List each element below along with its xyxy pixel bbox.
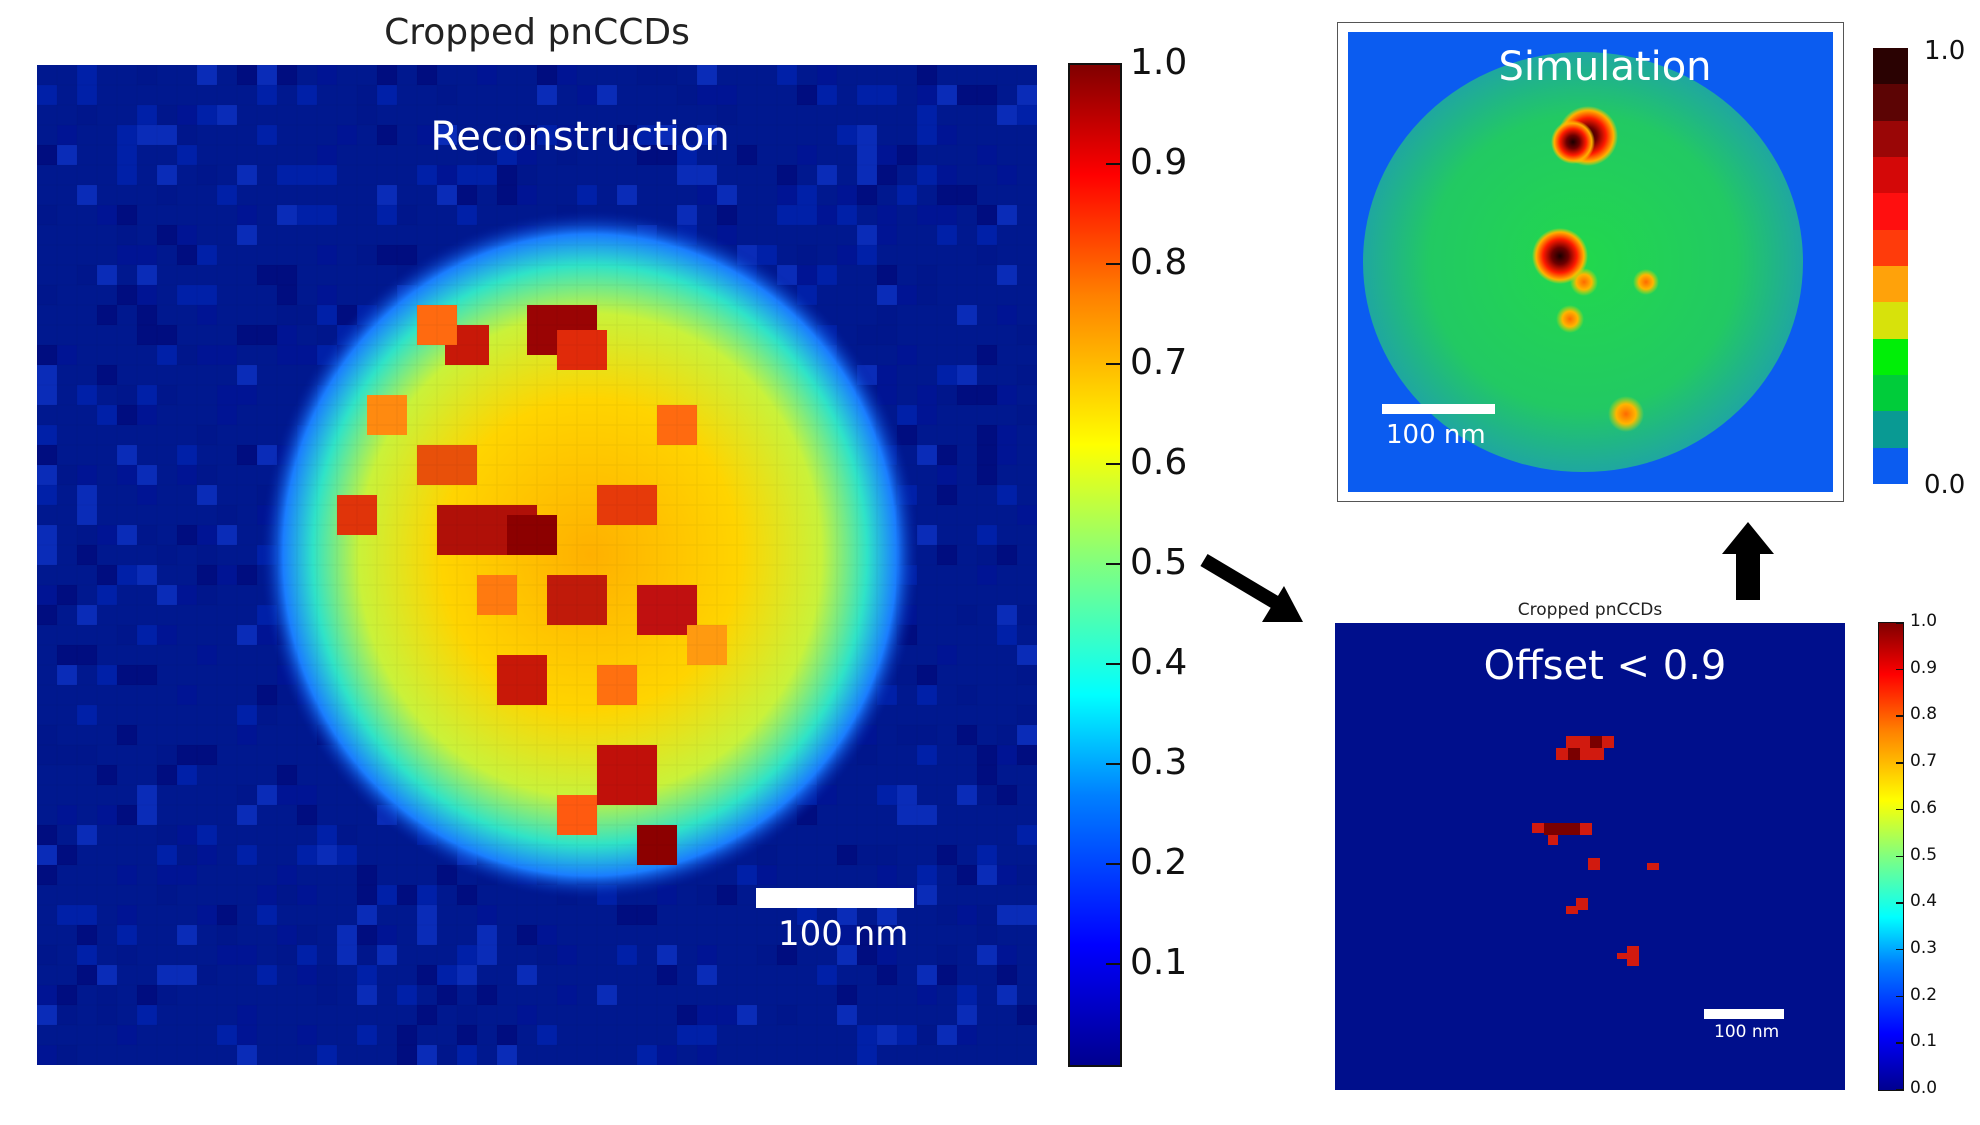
- offset-colorbar-tick-mark: [1896, 855, 1903, 857]
- left-scale-bar: [756, 888, 914, 908]
- left-colorbar-tick-mark: [1106, 263, 1120, 265]
- simulation-frame: [1337, 22, 1844, 502]
- left-colorbar-tick-label: 1.0: [1130, 42, 1188, 83]
- offset-colorbar-tick-mark: [1896, 715, 1903, 717]
- left-colorbar-tick-mark: [1106, 63, 1120, 65]
- offset-red-pixel: [1556, 748, 1568, 760]
- offset-red-pixel: [1592, 748, 1604, 760]
- left-panel-title: Cropped pnCCDs: [384, 12, 690, 53]
- offset-red-pixel: [1647, 863, 1659, 870]
- left-colorbar-tick-label: 0.1: [1130, 942, 1188, 983]
- offset-red-pixel: [1532, 823, 1544, 833]
- simulation-scale-label: 100 nm: [1386, 420, 1486, 450]
- left-colorbar-tick-mark: [1106, 763, 1120, 765]
- diagonal-arrow: [1200, 553, 1303, 622]
- offset-red-pixel: [1580, 748, 1592, 760]
- offset-red-pixel: [1556, 823, 1568, 835]
- offset-scale-label: 100 nm: [1714, 1022, 1780, 1042]
- offset-colorbar-tick-label: 0.3: [1910, 937, 1938, 958]
- left-colorbar-tick-mark: [1106, 663, 1120, 665]
- left-colorbar-tick-mark: [1106, 163, 1120, 165]
- left-colorbar-tick-label: 0.5: [1130, 542, 1188, 583]
- left-colorbar-tick-mark: [1106, 963, 1120, 965]
- offset-red-pixel: [1566, 906, 1578, 914]
- offset-red-pixel: [1617, 953, 1629, 959]
- left-colorbar: [1068, 63, 1122, 1067]
- simulation-colorbar-segment: [1873, 265, 1908, 303]
- offset-colorbar-tick-mark: [1896, 948, 1903, 951]
- offset-red-pixel: [1580, 823, 1592, 835]
- offset-colorbar-tick-mark: [1896, 1089, 1903, 1091]
- simulation-colorbar-segment: [1873, 374, 1908, 412]
- offset-panel-title: Cropped pnCCDs: [1517, 600, 1663, 620]
- offset-red-pixel: [1627, 956, 1639, 966]
- simulation-colorbar-segment: [1873, 84, 1908, 121]
- offset-colorbar-tick-mark: [1896, 622, 1903, 624]
- offset-colorbar-tick-label: 0.2: [1910, 984, 1938, 1005]
- offset-colorbar-tick-label: 0.0: [1910, 1078, 1938, 1098]
- offset-colorbar-tick-mark: [1896, 668, 1903, 671]
- left-scale-label: 100 nm: [778, 914, 909, 954]
- simulation-colorbar-segment: [1873, 411, 1908, 448]
- offset-scale-bar: [1704, 1009, 1784, 1019]
- simulation-colorbar: [1873, 48, 1908, 484]
- reconstruction-label: Reconstruction: [430, 114, 730, 160]
- left-colorbar-tick-label: 0.9: [1130, 142, 1188, 183]
- left-colorbar-tick-label: 0.2: [1130, 842, 1188, 883]
- offset-red-pixel: [1590, 736, 1602, 748]
- offset-red-pixel: [1578, 736, 1590, 748]
- simulation-colorbar-segment: [1873, 156, 1908, 194]
- offset-red-pixel: [1568, 748, 1580, 760]
- simulation-colorbar-segment: [1873, 302, 1908, 339]
- offset-red-pixel: [1544, 823, 1556, 835]
- simulation-label: Simulation: [1498, 44, 1712, 90]
- offset-colorbar-tick-label: 0.9: [1910, 657, 1938, 678]
- left-colorbar-tick-label: 0.6: [1130, 442, 1188, 483]
- left-colorbar-tick-mark: [1106, 363, 1120, 365]
- left-colorbar-tick-label: 0.7: [1130, 342, 1188, 383]
- offset-colorbar-tick-mark: [1896, 1042, 1903, 1044]
- offset-colorbar-tick-mark: [1896, 762, 1903, 764]
- offset-colorbar-tick-label: 0.4: [1910, 891, 1938, 912]
- simulation-colorbar-segment: [1873, 338, 1908, 375]
- offset-colorbar-tick-label: 0.1: [1910, 1031, 1938, 1052]
- simulation-colorbar-segment: [1873, 48, 1908, 85]
- offset-red-pixel: [1576, 898, 1588, 910]
- simulation-colorbar-segment: [1873, 447, 1908, 484]
- left-colorbar-tick-label: 0.8: [1130, 242, 1188, 283]
- simulation-image: [1348, 32, 1833, 492]
- offset-colorbar-tick-mark: [1896, 902, 1903, 904]
- offset-red-pixel: [1548, 835, 1558, 845]
- offset-red-pixel: [1566, 736, 1578, 748]
- simulation-render: [1348, 32, 1833, 492]
- offset-colorbar-tick-label: 0.8: [1910, 704, 1938, 725]
- simulation-scale-bar: [1382, 404, 1495, 414]
- offset-colorbar-tick-label: 0.7: [1910, 751, 1938, 772]
- simulation-colorbar-bottom-label: 0.0: [1924, 470, 1966, 500]
- left-colorbar-tick-mark: [1106, 863, 1120, 865]
- left-colorbar-tick-label: 0.4: [1130, 642, 1188, 683]
- offset-label: Offset < 0.9: [1483, 643, 1727, 689]
- offset-red-pixel: [1602, 736, 1614, 748]
- offset-colorbar-tick-label: 0.5: [1910, 844, 1938, 865]
- up-arrow: [1722, 522, 1774, 600]
- left-colorbar-tick-mark: [1106, 563, 1120, 565]
- offset-colorbar-tick-mark: [1896, 808, 1903, 811]
- offset-colorbar-tick-label: 0.6: [1910, 797, 1938, 818]
- simulation-colorbar-top-label: 1.0: [1924, 36, 1966, 66]
- offset-image: [1335, 623, 1845, 1090]
- offset-heatmap: [1335, 623, 1845, 1090]
- left-colorbar-tick-mark: [1106, 463, 1120, 465]
- offset-red-pixel: [1627, 946, 1639, 956]
- left-colorbar-tick-label: 0.3: [1130, 742, 1188, 783]
- simulation-colorbar-segment: [1873, 120, 1908, 157]
- offset-red-pixel: [1568, 823, 1580, 835]
- simulation-colorbar-segment: [1873, 193, 1908, 230]
- simulation-colorbar-segment: [1873, 229, 1908, 266]
- offset-red-pixel: [1588, 858, 1600, 870]
- offset-colorbar-tick-label: 1.0: [1910, 611, 1938, 631]
- offset-colorbar-tick-mark: [1896, 995, 1903, 998]
